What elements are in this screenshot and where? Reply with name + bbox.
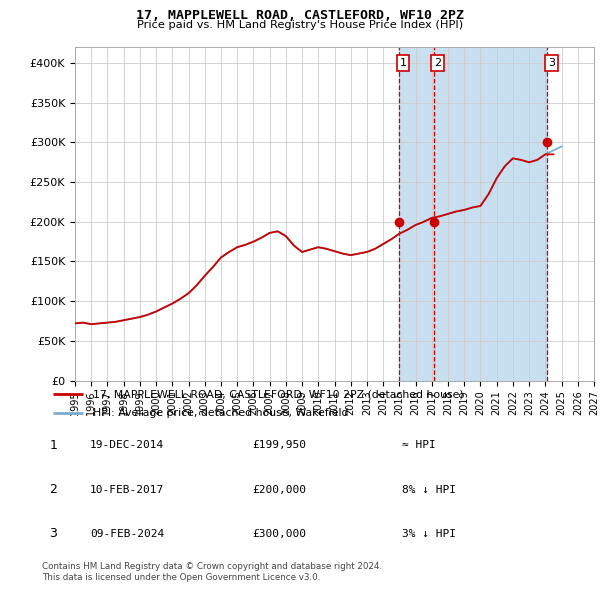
Text: 3: 3 xyxy=(548,58,555,68)
Text: Price paid vs. HM Land Registry's House Price Index (HPI): Price paid vs. HM Land Registry's House … xyxy=(137,20,463,30)
Text: £300,000: £300,000 xyxy=(252,529,306,539)
Text: 17, MAPPLEWELL ROAD, CASTLEFORD, WF10 2PZ: 17, MAPPLEWELL ROAD, CASTLEFORD, WF10 2P… xyxy=(136,9,464,22)
Text: 19-DEC-2014: 19-DEC-2014 xyxy=(90,441,164,450)
Text: 2: 2 xyxy=(434,58,442,68)
Text: 1: 1 xyxy=(49,439,58,452)
Text: 10-FEB-2017: 10-FEB-2017 xyxy=(90,485,164,494)
Text: 3% ↓ HPI: 3% ↓ HPI xyxy=(402,529,456,539)
Bar xyxy=(399,47,434,381)
Text: 09-FEB-2024: 09-FEB-2024 xyxy=(90,529,164,539)
Text: This data is licensed under the Open Government Licence v3.0.: This data is licensed under the Open Gov… xyxy=(42,572,320,582)
Text: £199,950: £199,950 xyxy=(252,441,306,450)
Text: 1: 1 xyxy=(400,58,406,68)
Text: ≈ HPI: ≈ HPI xyxy=(402,441,436,450)
Text: 3: 3 xyxy=(49,527,58,540)
Text: Contains HM Land Registry data © Crown copyright and database right 2024.: Contains HM Land Registry data © Crown c… xyxy=(42,562,382,571)
Text: 8% ↓ HPI: 8% ↓ HPI xyxy=(402,485,456,494)
Text: 2: 2 xyxy=(49,483,58,496)
Text: HPI: Average price, detached house, Wakefield: HPI: Average price, detached house, Wake… xyxy=(94,408,349,418)
Text: 17, MAPPLEWELL ROAD, CASTLEFORD, WF10 2PZ (detached house): 17, MAPPLEWELL ROAD, CASTLEFORD, WF10 2P… xyxy=(94,389,464,399)
Text: £200,000: £200,000 xyxy=(252,485,306,494)
Bar xyxy=(434,47,547,381)
